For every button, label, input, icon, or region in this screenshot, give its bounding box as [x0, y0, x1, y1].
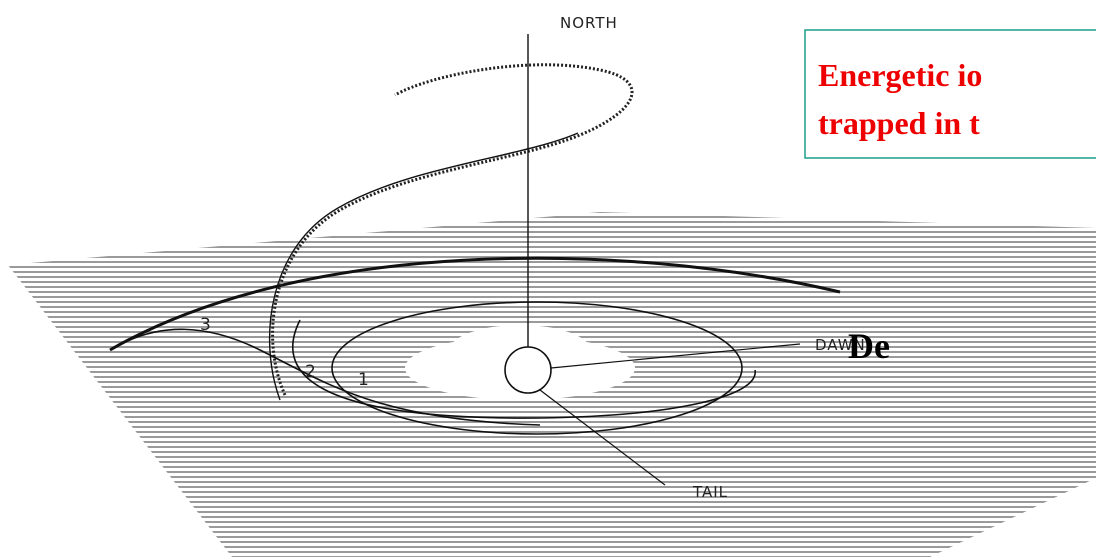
region-label: 3 — [200, 315, 211, 335]
orbit-3-tail — [109, 328, 541, 426]
callout-line: Energetic io — [818, 57, 982, 93]
aurora-spiral-edge — [268, 132, 579, 401]
dawn-axis — [550, 343, 801, 369]
aurora-spiral — [271, 63, 634, 396]
region-label: 1 — [358, 370, 369, 390]
north-label: NORTH — [560, 14, 618, 32]
orbit-1 — [331, 301, 743, 435]
tail-axis — [539, 389, 666, 486]
tail-label: TAIL — [692, 483, 728, 501]
callout-line: trapped in t — [818, 105, 980, 141]
callout-box — [804, 29, 1096, 159]
orbit-2 — [291, 319, 756, 419]
heading: De — [848, 326, 890, 366]
dawn-label: DAWN — [815, 336, 866, 354]
earth — [504, 346, 552, 394]
orbit-3 — [109, 256, 841, 352]
region-label: 2 — [305, 362, 316, 382]
